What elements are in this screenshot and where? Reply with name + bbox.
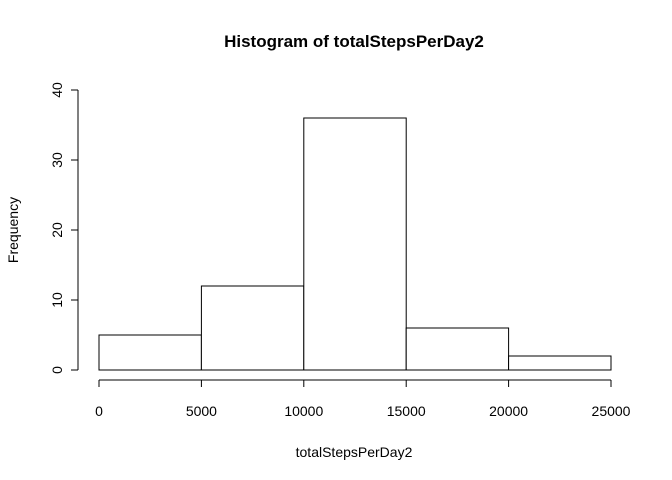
y-axis: 0 10 20 30 40 bbox=[49, 82, 79, 374]
x-tick-label-4: 20000 bbox=[489, 403, 528, 419]
x-axis-label: totalStepsPerDay2 bbox=[296, 444, 413, 460]
y-axis-label: Frequency bbox=[5, 197, 21, 263]
x-tick-label-2: 10000 bbox=[284, 403, 323, 419]
histogram-bar-2 bbox=[303, 117, 407, 371]
y-tick-label-1: 10 bbox=[49, 292, 65, 308]
x-axis: 0 5000 10000 15000 20000 25000 bbox=[95, 379, 631, 419]
y-tick-label-3: 30 bbox=[49, 152, 65, 168]
x-tick-label-3: 15000 bbox=[387, 403, 426, 419]
x-tick-label-1: 5000 bbox=[186, 403, 217, 419]
histogram-bar-4 bbox=[508, 355, 612, 371]
x-tick-label-0: 0 bbox=[95, 403, 103, 419]
histogram-bar-0 bbox=[98, 334, 202, 371]
x-tick-label-5: 25000 bbox=[592, 403, 631, 419]
chart-title: Histogram of totalStepsPerDay2 bbox=[224, 32, 484, 51]
y-tick-label-4: 40 bbox=[49, 82, 65, 98]
y-tick-label-2: 20 bbox=[49, 222, 65, 238]
histogram-bar-3 bbox=[405, 327, 510, 371]
y-tick-label-0: 0 bbox=[49, 366, 65, 374]
histogram-bar-1 bbox=[200, 285, 305, 371]
bars-layer bbox=[98, 117, 612, 371]
